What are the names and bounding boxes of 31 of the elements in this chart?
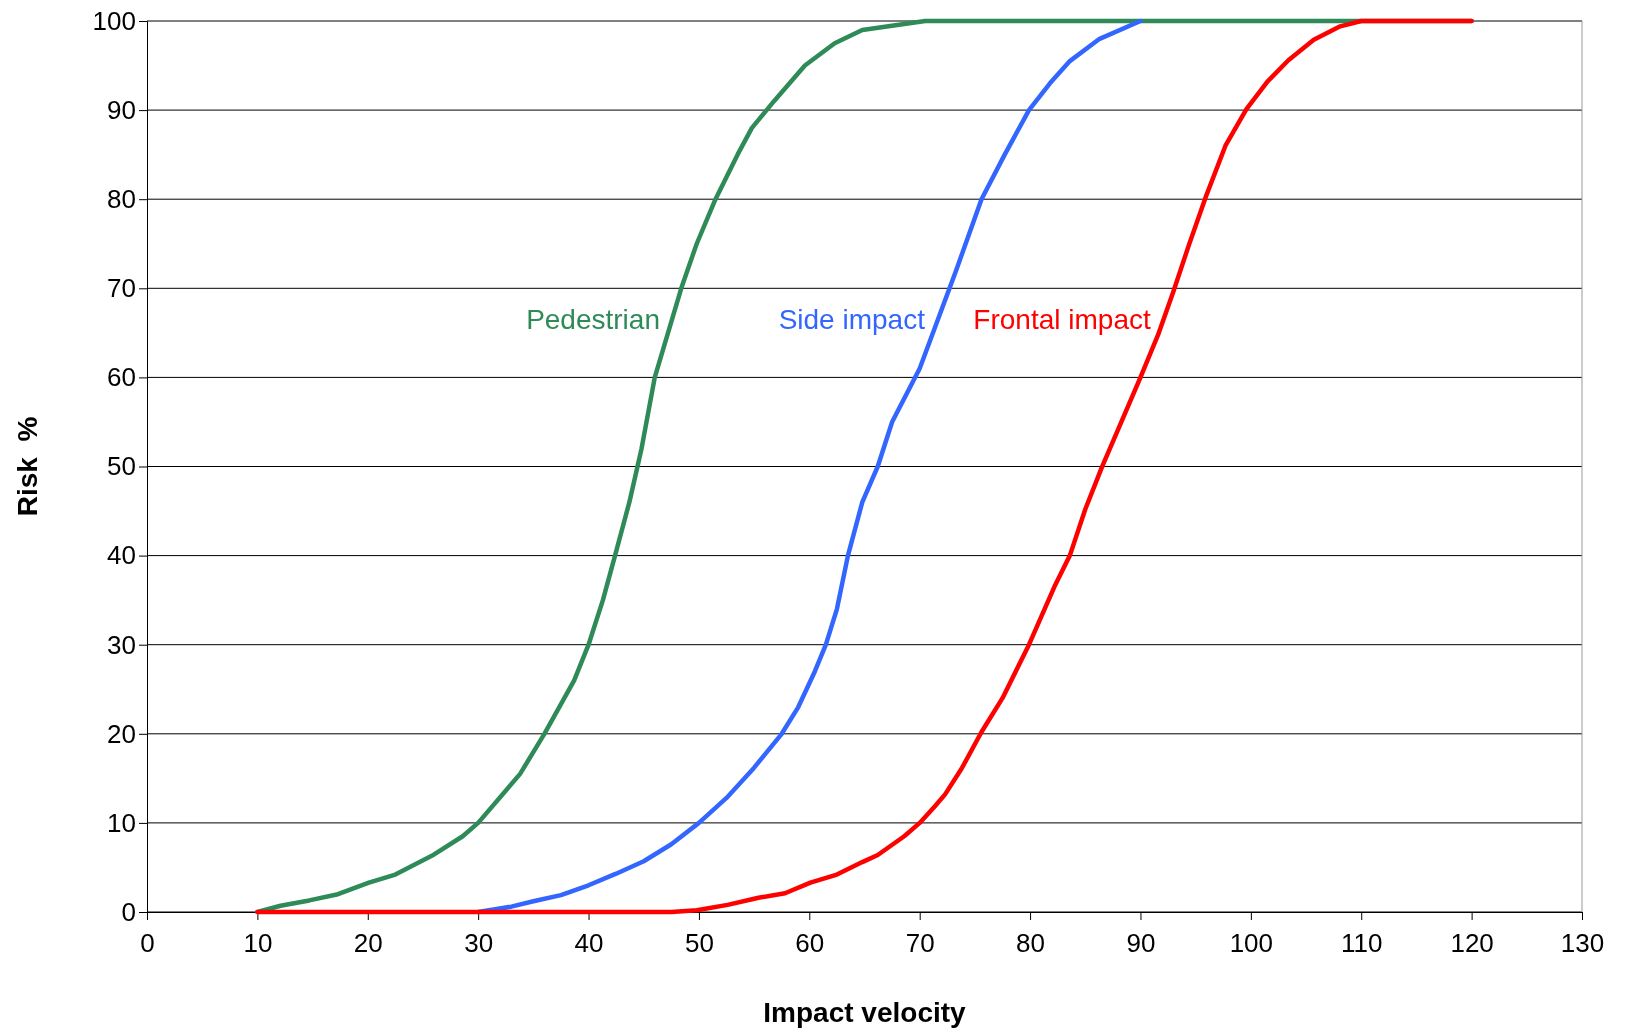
x-tick-label: 10 xyxy=(243,927,273,958)
y-tick-label: 70 xyxy=(107,273,136,304)
line-series xyxy=(255,18,1474,915)
y-tick-label: 80 xyxy=(107,184,136,215)
x-tick-label: 120 xyxy=(1450,927,1494,958)
y-tick-label: 90 xyxy=(107,94,136,125)
x-tick-label: 70 xyxy=(905,927,935,958)
x-tick-label: 100 xyxy=(1229,927,1274,958)
x-tick-label: 110 xyxy=(1341,927,1383,958)
x-tick-label: 130 xyxy=(1560,927,1605,958)
x-tick-label: 0 xyxy=(140,927,155,958)
y-axis-title: Risk % xyxy=(12,416,43,517)
y-tick-label: 20 xyxy=(107,718,136,749)
x-tick-label: 90 xyxy=(1126,927,1156,958)
x-tick-label: 80 xyxy=(1016,927,1046,958)
x-tick-label: 40 xyxy=(574,927,604,958)
series-label: Side impact xyxy=(778,303,926,335)
x-tick-label: 50 xyxy=(684,927,714,958)
y-tick-label: 0 xyxy=(121,896,136,927)
series-label: Pedestrian xyxy=(526,303,661,335)
y-tick-label: 30 xyxy=(107,629,136,660)
y-tick-label: 50 xyxy=(107,451,136,482)
x-tick-label: 60 xyxy=(795,927,825,958)
y-tick-label: 10 xyxy=(107,807,136,838)
y-tick-label: 100 xyxy=(92,5,136,36)
y-tick-label: 60 xyxy=(107,362,136,393)
x-axis-title: Impact velocity xyxy=(763,997,967,1028)
x-tick-label: 30 xyxy=(464,927,494,958)
series-label: Frontal impact xyxy=(973,303,1151,335)
x-tick-label: 20 xyxy=(353,927,383,958)
y-tick-label: 40 xyxy=(107,540,136,571)
